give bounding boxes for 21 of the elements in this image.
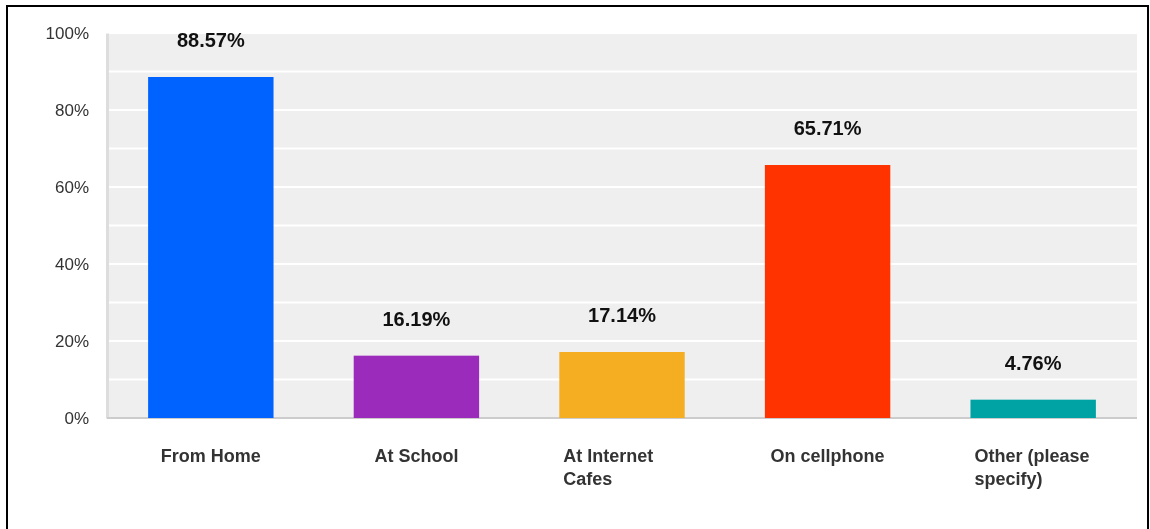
data-label: 65.71% <box>793 117 862 140</box>
x-tick-label: At Internet Cafes <box>563 446 654 489</box>
bar <box>764 165 891 418</box>
data-label: 17.14% <box>588 304 657 327</box>
bar <box>970 399 1096 418</box>
x-tick-label: Other (please specify) <box>974 446 1090 489</box>
data-label: 16.19% <box>382 307 451 330</box>
bar <box>353 355 480 418</box>
y-tick-label: 40% <box>54 254 89 274</box>
bar <box>148 77 274 418</box>
y-tick-label: 20% <box>54 331 89 351</box>
y-tick-label: 0% <box>64 408 89 428</box>
y-tick-label: 60% <box>54 177 89 197</box>
x-tick-label: On cellphone <box>770 446 885 466</box>
x-tick-label: From Home <box>160 446 261 466</box>
x-tick-label: At School <box>374 446 459 466</box>
data-label: 88.57% <box>176 29 245 52</box>
bar <box>559 352 685 418</box>
y-tick-label: 80% <box>54 100 89 120</box>
data-label: 4.76% <box>1004 351 1062 374</box>
y-tick-label: 100% <box>45 23 89 43</box>
